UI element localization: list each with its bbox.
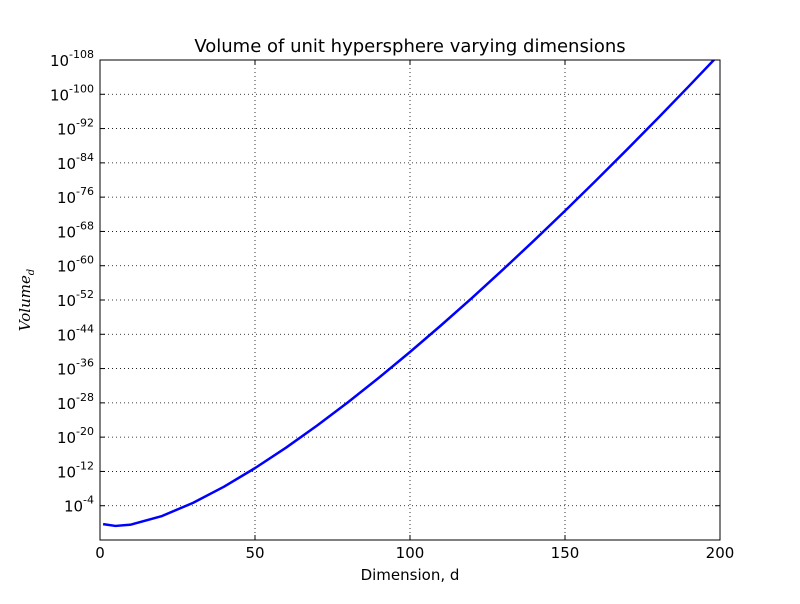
x-tick-label: 0 (95, 544, 105, 562)
y-tick-label-exponent: -28 (76, 391, 94, 404)
x-tick-label: 50 (245, 544, 264, 562)
x-tick-label: 150 (551, 544, 580, 562)
x-axis-label: Dimension, d (361, 566, 460, 584)
y-tick-label-base: 10 (57, 121, 76, 139)
y-tick-label: 10-68 (57, 219, 94, 241)
y-tick-label-exponent: -92 (76, 117, 94, 130)
grid-layer (99, 59, 721, 540)
y-tick-label-base: 10 (57, 361, 76, 379)
y-tick-label-exponent: -100 (69, 82, 94, 95)
y-tick-label: 10-60 (57, 254, 94, 276)
y-tick-label: 10-84 (57, 151, 94, 173)
y-tick-label: 10-44 (57, 322, 94, 344)
y-tick-label-base: 10 (64, 498, 83, 516)
y-tick-label-base: 10 (57, 189, 76, 207)
y-tick-label: 10-20 (57, 425, 94, 447)
y-tick-label-exponent: -20 (76, 425, 94, 438)
y-tick-label-base: 10 (57, 155, 76, 173)
y-tick-label-exponent: -68 (76, 219, 94, 232)
series-line (102, 60, 716, 528)
y-tick-label-exponent: -60 (76, 254, 94, 267)
y-tick-label: 10-100 (50, 82, 94, 104)
y-axis-label-base: Volume (16, 275, 34, 331)
y-tick-label-base: 10 (57, 463, 76, 481)
y-tick-label: 10-36 (57, 357, 94, 379)
y-tick-label-exponent: -52 (76, 288, 94, 301)
y-tick-label-exponent: -4 (83, 494, 94, 507)
y-tick-label-base: 10 (57, 326, 76, 344)
y-tick-label-base: 10 (57, 223, 76, 241)
y-tick-label-exponent: -108 (69, 48, 94, 61)
series-layer (102, 60, 716, 528)
y-tick-label: 10-92 (57, 117, 94, 139)
y-tick-label-exponent: -36 (76, 357, 94, 370)
x-tick-label: 100 (396, 544, 425, 562)
x-tick-label: 200 (706, 544, 735, 562)
y-tick-label-base: 10 (57, 292, 76, 310)
y-tick-label: 10-4 (64, 494, 94, 516)
y-tick-label-exponent: -12 (76, 459, 94, 472)
y-tick-label-base: 10 (57, 395, 76, 413)
y-tick-label-base: 10 (50, 52, 69, 70)
chart-title: Volume of unit hypersphere varying dimen… (194, 36, 625, 57)
y-tick-label-base: 10 (50, 86, 69, 104)
y-tick-label-exponent: -44 (76, 322, 94, 335)
y-tick-label: 10-28 (57, 391, 94, 413)
y-tick-label-base: 10 (57, 429, 76, 447)
y-axis-label: Volumed (16, 269, 37, 331)
y-axis-label-subscript: d (26, 269, 37, 275)
y-tick-label: 10-76 (57, 185, 94, 207)
y-tick-label: 10-108 (50, 48, 94, 70)
y-tick-label: 10-52 (57, 288, 94, 310)
y-tick-label-exponent: -84 (76, 151, 94, 164)
y-tick-label-base: 10 (57, 258, 76, 276)
y-tick-label-exponent: -76 (76, 185, 94, 198)
y-tick-label: 10-12 (57, 459, 94, 481)
tick-layer: 0 50 100 150 20010-410-1210-2010-2810-3610-4… (50, 48, 734, 562)
